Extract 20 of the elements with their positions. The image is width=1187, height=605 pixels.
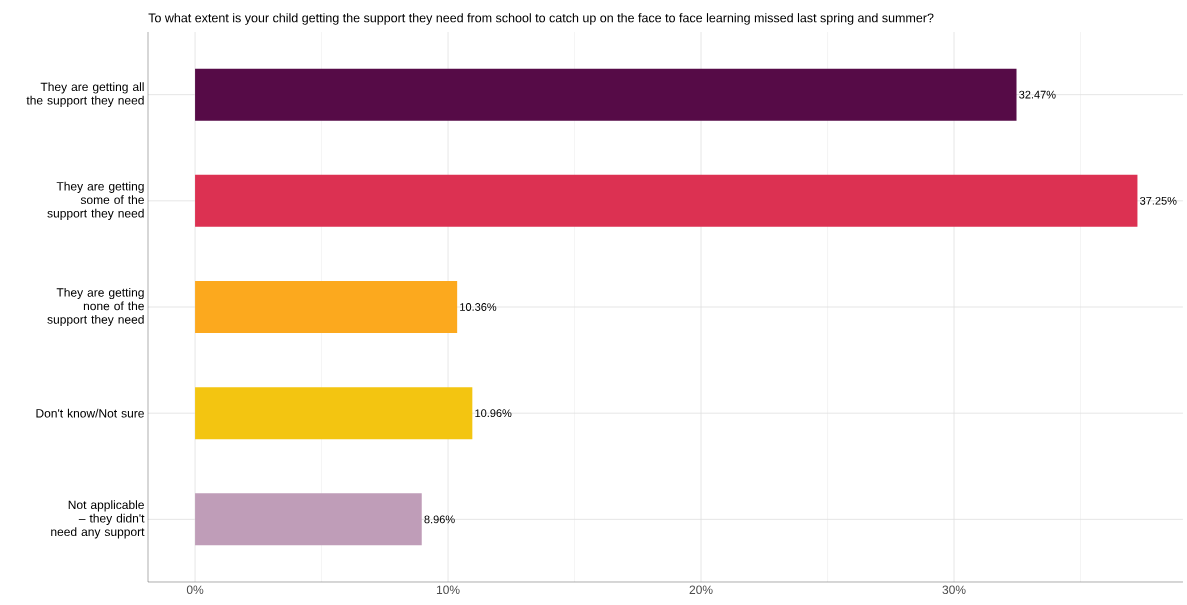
x-tick-label: 20%	[689, 585, 713, 595]
bar	[195, 387, 473, 440]
y-tick-label: They are getting some of the support they need	[47, 181, 144, 220]
bar	[195, 68, 1017, 121]
x-tick-label: 30%	[942, 585, 966, 595]
data-label: 10.96%	[475, 409, 512, 418]
data-label: 37.25%	[1140, 196, 1177, 205]
bar	[195, 493, 422, 546]
y-tick-label: Don't know/Not sure	[36, 408, 144, 418]
x-tick-label: 10%	[436, 585, 460, 595]
bar	[195, 174, 1138, 227]
y-tick-label: They are getting all the support they need	[26, 82, 144, 107]
data-label: 10.36%	[460, 303, 497, 311]
bar	[195, 280, 458, 333]
data-label: 8.96%	[424, 515, 455, 524]
chart-title: To what extent is your child getting the support they need from school to catch up on the face to face learning missed last spring and summer?	[148, 13, 934, 25]
y-tick-label: Not applicable – they didn't need any support	[51, 500, 145, 539]
y-tick-label: They are getting none of the support they need	[47, 287, 144, 327]
data-label: 32.47%	[1019, 90, 1056, 99]
x-tick-label: 0%	[186, 585, 204, 595]
